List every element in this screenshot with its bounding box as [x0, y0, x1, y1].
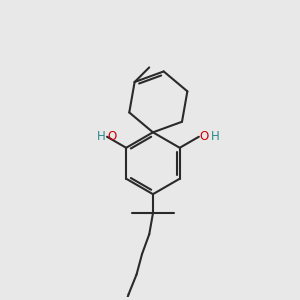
Text: H: H: [211, 130, 220, 143]
Text: O: O: [108, 130, 117, 143]
Text: H: H: [97, 130, 106, 143]
Text: O: O: [200, 130, 209, 143]
